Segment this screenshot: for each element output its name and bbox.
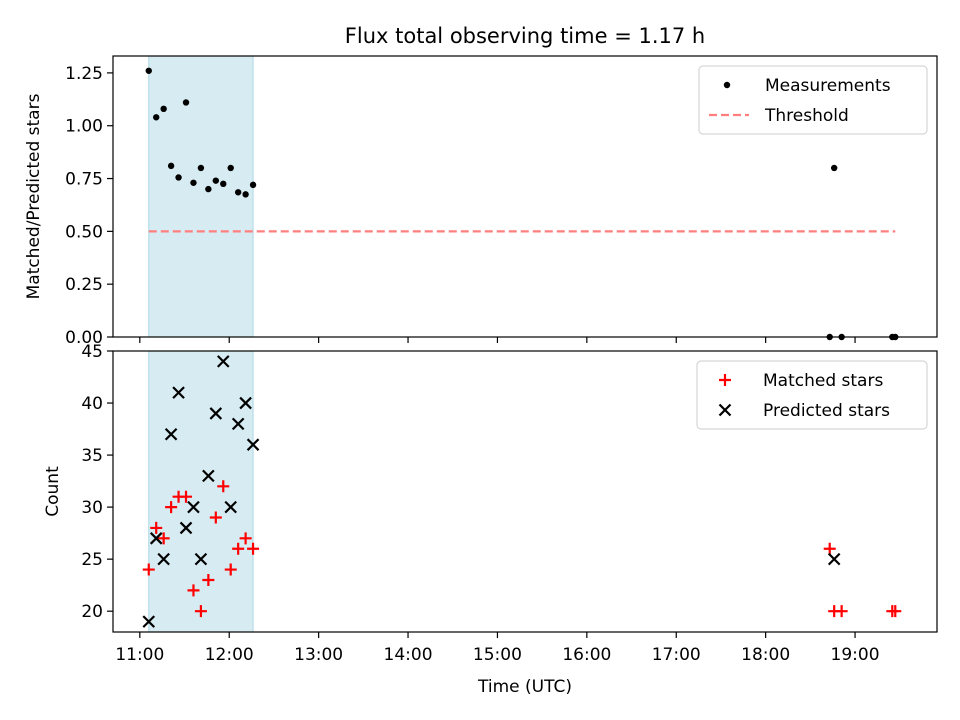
x-tick-label: 17:00 — [652, 645, 701, 665]
predicted-stars-point — [209, 407, 223, 420]
y-tick-label: 45 — [81, 342, 103, 362]
axes-frame — [112, 350, 938, 633]
y-tick-label: 30 — [81, 498, 103, 518]
predicted-stars-point — [827, 552, 841, 566]
predicted-stars-point — [194, 552, 208, 566]
measurement-point — [227, 164, 234, 172]
predicted-stars-point — [164, 427, 178, 441]
measurement-point — [830, 164, 838, 172]
x-axis-label: Time (UTC) — [477, 677, 572, 697]
measurement-point — [160, 105, 167, 113]
y-tick-label: 0.00 — [65, 328, 103, 348]
matched-stars-point — [217, 480, 230, 493]
legend: Matched stars Predicted stars — [696, 360, 928, 430]
y-tick-label: 20 — [81, 602, 103, 622]
axes-frame — [112, 55, 938, 338]
x-tick-label: 18:00 — [741, 645, 790, 665]
matched-stars-point — [150, 521, 163, 534]
matched-stars-point — [835, 605, 848, 618]
x-tick-label: 11:00 — [115, 645, 164, 665]
predicted-stars-point — [187, 500, 200, 514]
measurement-point — [234, 189, 242, 196]
y-axis-label: Count — [43, 466, 63, 517]
legend-marker-x — [718, 403, 732, 417]
matched-stars-point — [239, 532, 252, 545]
measurement-point — [249, 181, 257, 189]
x-tick-label: 16:00 — [562, 645, 611, 665]
y-tick-label: 0.25 — [65, 275, 103, 295]
legend-label: Predicted stars — [763, 401, 890, 421]
matched-stars-point — [187, 584, 200, 597]
predicted-stars-point — [142, 615, 156, 628]
legend-label: Threshold — [764, 106, 849, 126]
measurement-point — [197, 164, 205, 172]
legend-box — [698, 65, 928, 135]
legend-label: Matched stars — [763, 371, 883, 391]
legend-marker-dot — [723, 81, 731, 89]
x-tick-label: 19:00 — [831, 645, 880, 665]
predicted-stars-point — [157, 552, 170, 566]
y-tick-label: 0.75 — [65, 170, 103, 190]
top-panel-ratio: 0.00 0.25 0.50 0.75 1.00 1.25 Matched/Predicte… — [24, 55, 938, 348]
measurement-point — [220, 180, 227, 188]
predicted-stars-point — [231, 417, 245, 431]
series-predicted-stars — [142, 355, 841, 628]
legend-marker-plus — [719, 374, 731, 386]
y-tick-label: 25 — [81, 550, 103, 570]
y-tick-label: 1.00 — [65, 117, 103, 137]
observing-span — [148, 55, 254, 338]
measurement-point — [212, 177, 220, 184]
predicted-stars-point — [216, 355, 230, 368]
matched-stars-point — [142, 563, 155, 576]
matched-stars-point — [224, 563, 237, 576]
matched-stars-point — [180, 490, 193, 503]
series-matched-stars — [142, 480, 902, 618]
matched-stars-point — [247, 542, 260, 555]
predicted-stars-point — [239, 396, 252, 410]
x-tick-label: 14:00 — [384, 645, 433, 665]
bottom-panel-counts: 20 25 30 35 40 45 11:00 12:00 13:00 14:00 15:00 16:… — [43, 342, 938, 697]
matched-stars-point — [889, 605, 902, 618]
measurement-point — [205, 185, 212, 193]
measurement-point — [167, 162, 175, 170]
figure-title: Flux total observing time = 1.17 h — [345, 24, 705, 48]
matched-stars-point — [157, 532, 170, 545]
legend-box — [696, 360, 928, 430]
predicted-stars-point — [179, 521, 193, 535]
matched-stars-point — [232, 542, 245, 555]
observing-span — [148, 350, 254, 633]
legend: Measurements Threshold — [698, 65, 928, 135]
predicted-stars-point — [202, 469, 215, 483]
matched-stars-point — [209, 511, 222, 524]
x-tick-label: 12:00 — [205, 645, 254, 665]
x-tick-label: 15:00 — [473, 645, 522, 665]
predicted-stars-point — [246, 438, 260, 451]
x-tick-label: 13:00 — [294, 645, 343, 665]
predicted-stars-point — [172, 386, 185, 399]
legend-label: Measurements — [765, 76, 891, 96]
matched-stars-point — [823, 542, 836, 555]
measurement-point — [153, 114, 160, 121]
y-tick-label: 40 — [81, 394, 103, 414]
measurement-point — [190, 179, 197, 186]
measurement-point — [242, 191, 249, 198]
matched-stars-point — [194, 605, 207, 618]
measurement-point — [175, 174, 182, 181]
y-tick-label: 0.50 — [65, 222, 103, 242]
matched-stars-point — [202, 573, 215, 586]
y-tick-label: 35 — [81, 446, 103, 466]
predicted-stars-point — [149, 532, 163, 545]
y-axis-label: Matched/Predicted stars — [24, 93, 44, 299]
matched-stars-point — [165, 501, 178, 514]
predicted-stars-point — [224, 500, 237, 514]
y-tick-label: 1.25 — [65, 64, 103, 84]
measurement-point — [145, 67, 152, 74]
measurement-point — [182, 99, 190, 106]
